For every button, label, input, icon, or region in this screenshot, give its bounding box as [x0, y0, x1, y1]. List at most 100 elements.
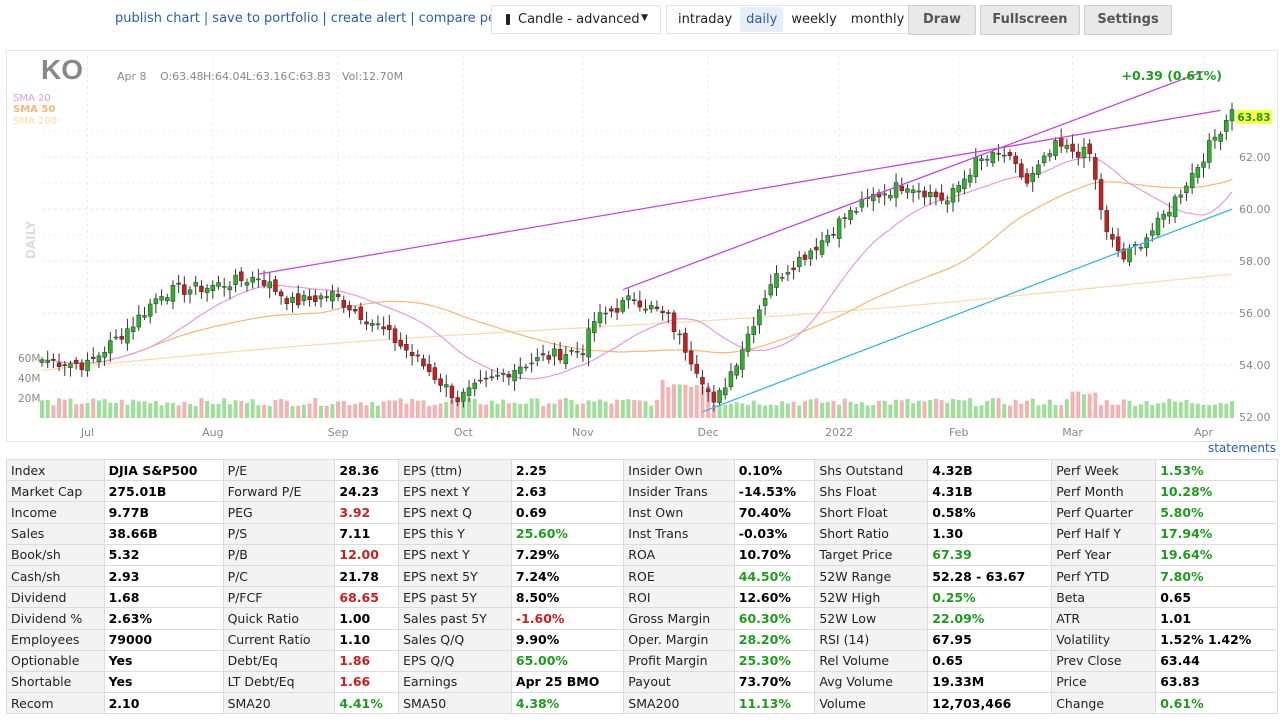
- metric-label: SMA20: [222, 692, 336, 715]
- volume-bar: [990, 398, 995, 418]
- candle-body: [284, 298, 290, 305]
- fullscreen-button[interactable]: Fullscreen: [980, 5, 1080, 35]
- volume-bar: [370, 402, 375, 418]
- trendline[interactable]: [622, 70, 1204, 291]
- metric-value: 0.65: [927, 649, 1053, 672]
- volume-bar: [814, 398, 819, 418]
- candle-body: [831, 234, 836, 236]
- metric-label: SMA200: [623, 692, 735, 715]
- price-chart[interactable]: 52.00 54.00 56.00 58.00 60.00 62.00 Jul Aug Sep…: [6, 50, 1278, 442]
- volume-bar: [364, 405, 369, 418]
- candle-body: [802, 254, 808, 260]
- metric-value: 1.30: [927, 522, 1053, 545]
- candle-body: [324, 296, 329, 298]
- metric-value: 5.80%: [1155, 501, 1278, 524]
- candle-body: [142, 315, 147, 318]
- metric-value: 25.30%: [733, 649, 816, 672]
- volume-bar: [968, 398, 973, 418]
- volume-bar: [1110, 404, 1115, 418]
- chart-type-label: Candle - advanced: [518, 12, 640, 27]
- volume-bar: [951, 399, 956, 418]
- volume-bar: [398, 398, 403, 418]
- y-tick-label: 58.00: [1239, 255, 1271, 268]
- y-tick-label: 56.00: [1239, 307, 1271, 320]
- candle-body: [711, 391, 717, 403]
- settings-button[interactable]: Settings: [1084, 5, 1172, 35]
- trendline[interactable]: [258, 109, 1221, 275]
- volume-bar: [136, 401, 141, 418]
- volume-bar: [256, 405, 261, 418]
- metric-value: 0.65: [1155, 586, 1278, 609]
- create-alert-link[interactable]: create alert: [330, 11, 407, 26]
- metric-value: 2.25: [510, 458, 625, 482]
- metric-value: 7.24%: [510, 564, 625, 588]
- candle-body: [660, 310, 665, 313]
- candle-body: [125, 328, 130, 344]
- candle-body: [563, 354, 569, 365]
- timeframe-weekly[interactable]: weekly: [791, 12, 837, 27]
- candle-body: [557, 348, 563, 361]
- volume-bar: [102, 399, 107, 418]
- timeframe-monthly[interactable]: monthly: [850, 12, 905, 27]
- timeframe-daily[interactable]: daily: [740, 7, 784, 32]
- candle-body: [648, 304, 654, 310]
- publish-chart-link[interactable]: publish chart: [115, 11, 200, 26]
- metric-label: Debt/Eq: [222, 649, 336, 672]
- metric-value: 22.09%: [927, 607, 1053, 630]
- candle-body: [147, 303, 153, 317]
- volume-bar: [57, 398, 62, 418]
- volume-bar: [358, 402, 363, 418]
- fundamentals-row: Sales 38.66B P/S 7.11 EPS this Y 25.60% Inst T…: [6, 522, 1278, 545]
- metric-label: Volatility: [1051, 628, 1157, 651]
- ohlc-close: C:63.83: [288, 70, 331, 83]
- candle-body: [318, 295, 324, 300]
- candle-body: [392, 328, 398, 344]
- metric-label: Profit Margin: [623, 649, 735, 672]
- volume-bar: [1201, 405, 1206, 418]
- chart-frame: [6, 50, 1278, 442]
- volume-bar: [1002, 403, 1007, 418]
- y-tick-label: 60.00: [1239, 203, 1271, 216]
- metric-value: 1.10: [334, 628, 400, 651]
- volume-tick-label: 60M: [18, 353, 40, 365]
- support-line[interactable]: [702, 208, 1233, 413]
- metric-value: 11.13%: [733, 692, 816, 715]
- candle-body: [905, 188, 910, 193]
- volume-axis: 60M 40M 20M: [18, 353, 40, 405]
- metric-label: P/S: [222, 522, 336, 545]
- volume-bar: [1093, 392, 1098, 418]
- metric-value: Yes: [103, 670, 224, 694]
- volume-bar: [432, 404, 437, 418]
- volume-bar: [541, 405, 546, 418]
- candle-body: [273, 279, 278, 292]
- candle-body: [876, 192, 882, 198]
- candle-body: [113, 336, 119, 339]
- timeframe-intraday[interactable]: intraday: [678, 12, 733, 27]
- draw-button[interactable]: Draw: [908, 5, 976, 35]
- volume-bar: [734, 402, 739, 418]
- chart-type-select[interactable]: Candle - advanced ▼: [491, 5, 661, 34]
- metric-label: Insider Trans: [623, 480, 735, 503]
- candle-body: [278, 291, 284, 297]
- candle-body: [597, 312, 603, 324]
- sma200-line: [41, 273, 1233, 371]
- metric-value: 10.70%: [733, 543, 816, 566]
- volume-bar: [449, 399, 454, 418]
- volume-bar: [188, 404, 193, 418]
- candle-body: [973, 156, 979, 177]
- candle-body: [1093, 157, 1098, 180]
- volume-bar: [45, 399, 50, 418]
- volume-bar: [1059, 405, 1064, 418]
- statements-link[interactable]: statements: [1207, 441, 1276, 455]
- metric-label: ATR: [1051, 607, 1157, 630]
- candle-body: [73, 359, 79, 364]
- save-to-portfolio-link[interactable]: save to portfolio: [212, 11, 319, 26]
- volume-bar: [1070, 391, 1075, 418]
- metric-label: Shortable: [6, 670, 105, 694]
- x-tick-label: Sep: [328, 426, 349, 439]
- candle-body: [466, 387, 472, 396]
- metric-label: Target Price: [814, 543, 929, 566]
- fundamentals-row: Recom 2.10 SMA20 4.41% SMA50 4.38% SMA200 11.13…: [6, 692, 1278, 715]
- compare-perf-link[interactable]: compare perf.: [418, 11, 510, 26]
- volume-bar: [1047, 399, 1052, 418]
